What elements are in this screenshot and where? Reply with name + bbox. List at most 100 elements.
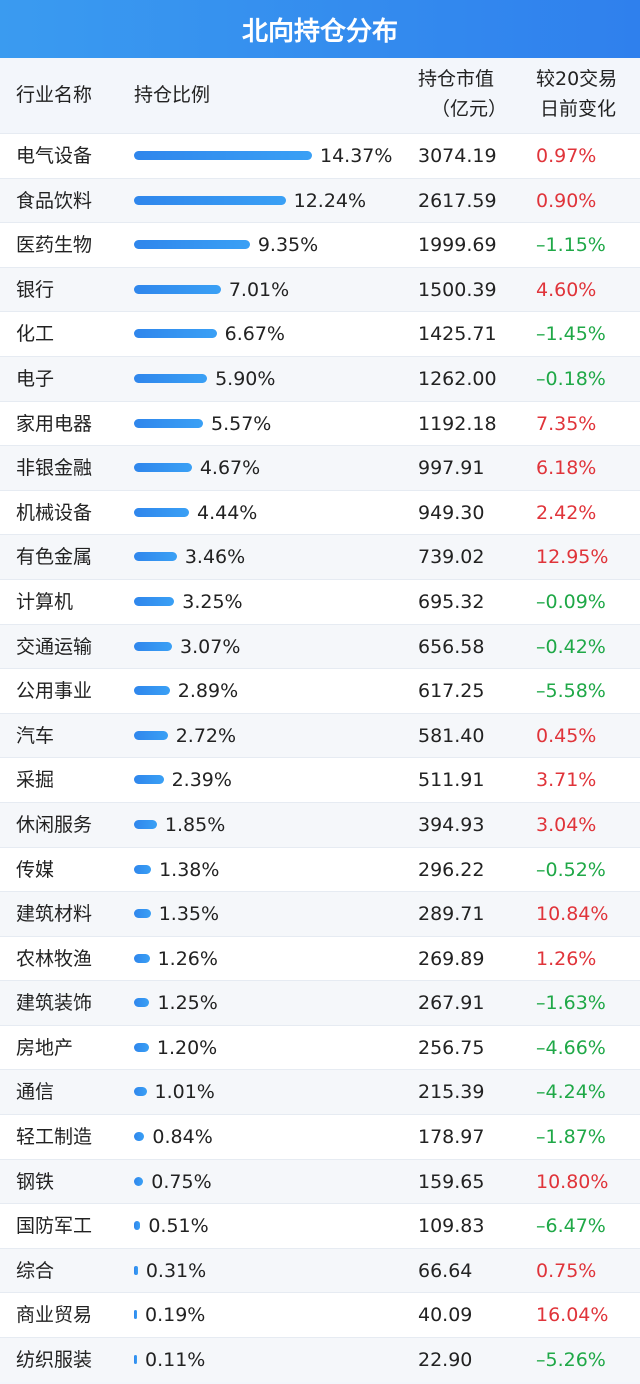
change-value: –6.47%	[536, 1215, 606, 1238]
table-row: 房地产 1.20% 256.75 –4.66%	[0, 1024, 640, 1070]
ratio-cell: 1.01%	[134, 1070, 404, 1115]
ratio-bar	[134, 151, 312, 160]
ratio-bar	[134, 1176, 144, 1186]
industry-name: 纺织服装	[16, 1349, 93, 1372]
ratio-bar	[134, 686, 170, 696]
table-row: 汽车 2.72% 581.40 0.45%	[0, 712, 640, 758]
table-row: 电子 5.90% 1262.00 –0.18%	[0, 355, 640, 402]
ratio-label: 4.44%	[196, 501, 258, 524]
ratio-cell: 0.19%	[134, 1293, 404, 1338]
ratio-bar	[134, 507, 189, 517]
industry-name: 计算机	[16, 590, 74, 613]
industry-name: 非银金融	[16, 457, 93, 480]
ratio-label: 5.90%	[215, 367, 276, 390]
ratio-cell: 2.39%	[134, 758, 404, 803]
change-value: –1.45%	[536, 323, 606, 346]
ratio-cell: 0.31%	[134, 1249, 404, 1294]
industry-name: 农林牧渔	[16, 947, 93, 970]
ratio-label: 7.01%	[228, 278, 290, 301]
ratio-label: 1.35%	[158, 903, 220, 926]
header-ratio: 持仓比例	[134, 84, 211, 106]
ratio-label: 1.25%	[157, 992, 218, 1015]
ratio-bar	[134, 240, 250, 250]
ratio-cell: 14.37%	[134, 134, 404, 179]
ratio-cell: 4.67%	[134, 446, 404, 491]
ratio-label: 0.31%	[145, 1259, 207, 1282]
table-row: 休闲服务 1.85% 394.93 3.04%	[0, 801, 640, 847]
header-change-line2: 日前变化	[540, 98, 617, 120]
header-value-line1: 持仓市值	[418, 68, 495, 90]
market-value: 1262.00	[418, 367, 497, 390]
ratio-cell: 0.51%	[134, 1204, 404, 1249]
ratio-bar	[134, 373, 208, 383]
table-row: 建筑材料 1.35% 289.71 10.84%	[0, 891, 640, 936]
industry-name: 化工	[16, 323, 55, 346]
market-value: 695.32	[418, 590, 485, 613]
ratio-cell: 9.35%	[134, 223, 404, 268]
table-row: 食品饮料 12.24% 2617.59 0.90%	[0, 177, 640, 223]
change-value: –1.87%	[536, 1126, 606, 1149]
ratio-label: 1.85%	[164, 813, 226, 836]
industry-name: 休闲服务	[16, 813, 93, 836]
industry-name: 建筑装饰	[16, 992, 93, 1015]
industry-name: 电气设备	[16, 145, 93, 167]
ratio-bar	[134, 195, 286, 205]
ratio-bar	[134, 1132, 145, 1142]
ratio-cell: 7.01%	[134, 268, 404, 313]
ratio-label: 1.01%	[154, 1081, 215, 1104]
market-value: 267.91	[418, 992, 485, 1015]
ratio-cell: 6.67%	[134, 312, 404, 357]
change-value: 4.60%	[536, 278, 597, 301]
ratio-label: 6.67%	[224, 323, 285, 346]
industry-name: 轻工制造	[16, 1126, 93, 1149]
market-value: 215.39	[418, 1081, 485, 1104]
industry-name: 采掘	[16, 769, 55, 792]
ratio-label: 12.24%	[293, 189, 367, 212]
ratio-label: 5.57%	[210, 412, 272, 435]
market-value: 256.75	[418, 1036, 485, 1059]
change-value: 1.26%	[536, 947, 597, 970]
ratio-label: 4.67%	[199, 457, 261, 480]
ratio-bar	[134, 909, 151, 919]
table-header: 行业名称 持仓比例 持仓市值 （亿元） 较20交易 日前变化	[0, 58, 640, 133]
ratio-label: 0.11%	[145, 1349, 206, 1372]
industry-name: 房地产	[16, 1036, 74, 1059]
industry-name: 汽车	[16, 724, 55, 747]
ratio-bar	[134, 596, 175, 606]
ratio-label: 2.39%	[171, 769, 232, 792]
ratio-label: 3.46%	[184, 546, 246, 569]
change-value: 10.84%	[536, 903, 609, 926]
ratio-label: 0.75%	[151, 1170, 212, 1193]
table-row: 农林牧渔 1.26% 269.89 1.26%	[0, 935, 640, 982]
ratio-cell: 0.11%	[134, 1338, 404, 1383]
market-value: 1425.71	[418, 323, 497, 346]
industry-name: 交通运输	[16, 635, 93, 658]
change-value: 0.90%	[536, 189, 597, 212]
ratio-cell: 2.89%	[134, 669, 404, 714]
change-value: 12.95%	[536, 546, 609, 569]
change-value: 16.04%	[536, 1304, 609, 1327]
table-row: 计算机 3.25% 695.32 –0.09%	[0, 578, 640, 624]
table-row: 公用事业 2.89% 617.25 –5.58%	[0, 668, 640, 713]
ratio-bar	[134, 552, 177, 562]
change-value: 10.80%	[536, 1170, 609, 1193]
ratio-cell: 1.26%	[134, 937, 404, 982]
ratio-label: 0.51%	[148, 1215, 209, 1238]
ratio-cell: 0.84%	[134, 1115, 404, 1160]
ratio-cell: 1.35%	[134, 892, 404, 937]
ratio-cell: 5.90%	[134, 357, 404, 402]
market-value: 1500.39	[418, 278, 497, 301]
ratio-bar	[134, 1310, 137, 1320]
page-title: 北向持仓分布	[0, 0, 640, 58]
table-row: 机械设备 4.44% 949.30 2.42%	[0, 489, 640, 535]
ratio-bar	[134, 1087, 147, 1097]
table-row: 家用电器 5.57% 1192.18 7.35%	[0, 400, 640, 446]
change-value: –0.42%	[536, 635, 606, 658]
change-value: –4.66%	[536, 1036, 606, 1059]
ratio-label: 1.26%	[157, 947, 218, 970]
ratio-cell: 1.38%	[134, 848, 404, 893]
market-value: 739.02	[418, 546, 485, 569]
ratio-bar	[134, 1042, 149, 1052]
table-row: 电气设备 14.37% 3074.19 0.97%	[0, 133, 640, 178]
ratio-cell: 3.46%	[134, 535, 404, 580]
